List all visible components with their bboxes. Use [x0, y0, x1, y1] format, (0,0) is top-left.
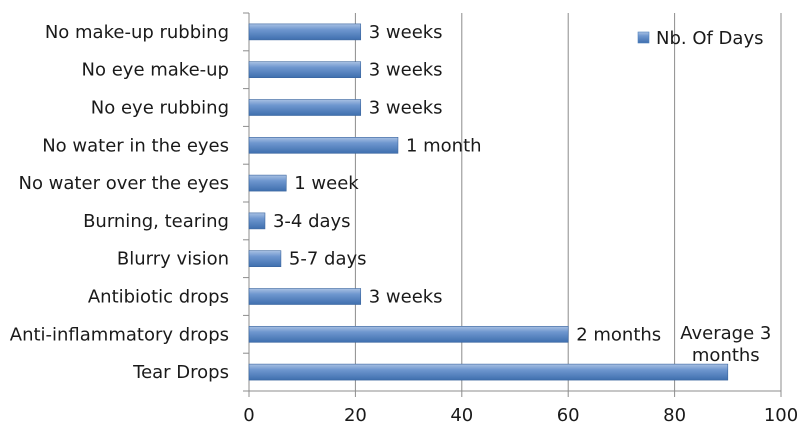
- bar-7: [248, 288, 362, 305]
- category-labels: No make-up rubbing No eye make-up No eye r…: [10, 22, 229, 383]
- x-tick-label-3: 60: [557, 405, 580, 426]
- category-label-7: Antibiotic drops: [88, 287, 229, 308]
- bar-0: [248, 23, 362, 41]
- bar-3: [248, 137, 399, 154]
- category-label-8: Anti-inflammatory drops: [10, 324, 229, 345]
- data-label-7: 3 weeks: [369, 287, 443, 308]
- bar-6: [248, 250, 282, 267]
- legend-label: Nb. Of Days: [656, 28, 763, 49]
- x-tick-label-5: 100: [764, 405, 798, 426]
- x-tick-labels: 0 20 40 60 80 100: [243, 405, 798, 426]
- bar-1: [248, 61, 362, 79]
- category-label-5: Burning, tearing: [83, 211, 229, 232]
- data-label-8: 2 months: [576, 324, 661, 345]
- data-label-4: 1 week: [294, 173, 359, 194]
- category-label-2: No eye rubbing: [91, 98, 229, 119]
- data-labels: 3 weeks 3 weeks 3 weeks 1 month 1 week 3-4 da…: [273, 22, 771, 366]
- category-label-1: No eye make-up: [82, 60, 229, 81]
- x-tick-label-0: 0: [243, 405, 254, 426]
- legend: Nb. Of Days: [637, 28, 763, 49]
- data-label-9-line-0: Average 3: [680, 323, 771, 344]
- data-label-9: Average 3 months: [680, 323, 771, 366]
- category-label-9: Tear Drops: [132, 362, 229, 383]
- data-label-1: 3 weeks: [369, 60, 443, 81]
- data-label-9-line-1: months: [692, 345, 760, 366]
- data-label-2: 3 weeks: [369, 98, 443, 119]
- x-tick-label-4: 80: [663, 405, 686, 426]
- data-label-6: 5-7 days: [289, 249, 367, 270]
- bar-9: [248, 363, 729, 381]
- legend-swatch: [637, 31, 650, 44]
- bar-2: [248, 99, 362, 116]
- category-label-4: No water over the eyes: [18, 173, 229, 194]
- bar-8: [248, 325, 569, 343]
- category-label-3: No water in the eyes: [42, 135, 229, 156]
- category-label-0: No make-up rubbing: [45, 22, 229, 43]
- category-label-6: Blurry vision: [117, 249, 229, 270]
- bars: [248, 23, 729, 381]
- data-label-0: 3 weeks: [369, 22, 443, 43]
- data-label-3: 1 month: [406, 135, 482, 156]
- x-tick-label-2: 40: [450, 405, 473, 426]
- x-tick-label-1: 20: [344, 405, 367, 426]
- bar-5: [248, 212, 266, 230]
- bar-4: [248, 174, 287, 192]
- data-label-5: 3-4 days: [273, 211, 351, 232]
